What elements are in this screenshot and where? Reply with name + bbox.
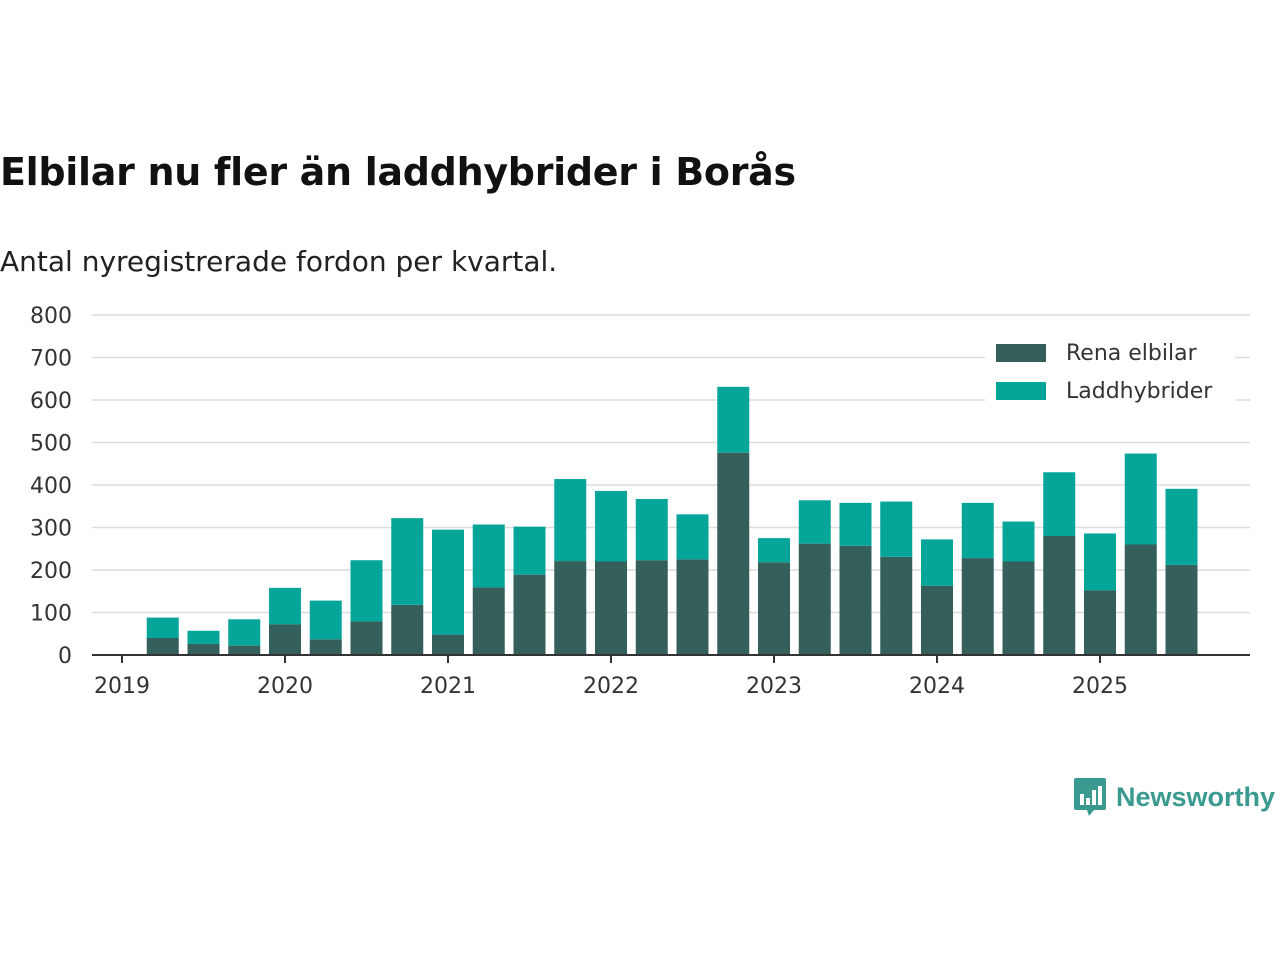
bar-laddhybrider	[921, 539, 953, 586]
bar-laddhybrider	[472, 524, 505, 588]
bar-laddhybrider	[717, 386, 750, 453]
x-tick-label: 2024	[909, 674, 965, 699]
bar-rena-elbilar	[269, 624, 301, 655]
chart-subtitle: Antal nyregistrerade fordon per kvartal.	[0, 245, 558, 278]
y-tick-label: 600	[30, 389, 72, 414]
bar-rena-elbilar	[513, 574, 546, 655]
x-axis-ticks: 2019 2020 2021 2022 2023 2024 2025	[94, 655, 1128, 699]
bar-laddhybrider	[1043, 472, 1076, 536]
bar-rena-elbilar	[432, 634, 464, 655]
y-tick-label: 200	[30, 559, 72, 584]
bar-laddhybrider	[187, 630, 220, 644]
bar-rena-elbilar	[880, 556, 913, 655]
bar-laddhybrider	[432, 529, 464, 635]
bar-rena-elbilar	[228, 645, 261, 655]
bar-rena-elbilar	[1084, 590, 1116, 655]
bar-rena-elbilar	[758, 562, 790, 655]
bar-laddhybrider	[269, 587, 301, 625]
bar-rena-elbilar	[921, 585, 953, 655]
bar-rena-elbilar	[554, 561, 587, 655]
bar-laddhybrider	[1002, 521, 1035, 562]
bar-rena-elbilar	[472, 587, 505, 655]
bar-laddhybrider	[1165, 488, 1198, 565]
bar-rena-elbilar	[1043, 536, 1076, 655]
bar-laddhybrider	[309, 600, 342, 640]
x-tick-label: 2023	[746, 674, 802, 699]
y-tick-label: 800	[30, 304, 72, 329]
bar-laddhybrider	[228, 619, 261, 646]
bars	[146, 386, 1198, 655]
legend: Rena elbilar Laddhybrider	[985, 328, 1235, 408]
bar-laddhybrider	[1124, 453, 1157, 545]
bar-rena-elbilar	[1165, 564, 1198, 655]
bar-laddhybrider	[1084, 533, 1116, 591]
newsworthy-logo-icon	[1074, 778, 1106, 816]
legend-label-laddhybrider: Laddhybrider	[1066, 379, 1213, 404]
y-tick-label: 0	[58, 644, 72, 669]
y-axis-ticks: 0 100 200 300 400 500 600 700 800	[30, 304, 72, 669]
bar-rena-elbilar	[676, 559, 709, 655]
bar-laddhybrider	[391, 518, 424, 605]
y-tick-label: 700	[30, 347, 72, 372]
x-tick-label: 2025	[1072, 674, 1128, 699]
bar-rena-elbilar	[309, 639, 342, 655]
bar-rena-elbilar	[961, 558, 994, 655]
legend-label-rena-elbilar: Rena elbilar	[1066, 341, 1198, 366]
y-tick-label: 500	[30, 432, 72, 457]
bar-rena-elbilar	[1002, 561, 1035, 655]
x-tick-label: 2020	[257, 674, 313, 699]
x-tick-label: 2022	[583, 674, 639, 699]
brand-name: Newsworthy	[1116, 781, 1276, 812]
y-tick-label: 300	[30, 517, 72, 542]
bar-rena-elbilar	[839, 545, 872, 655]
bar-rena-elbilar	[350, 621, 383, 655]
bar-laddhybrider	[798, 500, 831, 544]
bar-rena-elbilar	[391, 604, 424, 655]
bar-laddhybrider	[554, 479, 587, 562]
chart-title: Elbilar nu fler än laddhybrider i Borås	[0, 150, 796, 194]
x-tick-label: 2021	[420, 674, 476, 699]
bar-laddhybrider	[961, 502, 994, 559]
bar-rena-elbilar	[1124, 544, 1157, 655]
bar-laddhybrider	[595, 490, 627, 562]
legend-swatch-rena-elbilar	[996, 344, 1046, 362]
bar-rena-elbilar	[717, 452, 750, 655]
y-tick-label: 400	[30, 474, 72, 499]
bar-rena-elbilar	[187, 643, 220, 655]
bar-laddhybrider	[839, 502, 872, 546]
bar-laddhybrider	[880, 501, 913, 557]
gridlines	[92, 314, 1250, 614]
bar-rena-elbilar	[595, 561, 627, 655]
bar-laddhybrider	[513, 526, 546, 575]
brand-logo: Newsworthy	[1072, 776, 1275, 818]
bar-rena-elbilar	[146, 638, 179, 655]
legend-swatch-laddhybrider	[996, 382, 1046, 400]
bar-rena-elbilar	[635, 560, 668, 655]
bar-laddhybrider	[676, 514, 709, 560]
bar-laddhybrider	[350, 560, 383, 622]
bar-laddhybrider	[146, 617, 179, 638]
x-tick-label: 2019	[94, 674, 150, 699]
bar-rena-elbilar	[798, 543, 831, 655]
bar-laddhybrider	[758, 538, 790, 563]
y-tick-label: 100	[30, 602, 72, 627]
bar-laddhybrider	[635, 499, 668, 561]
